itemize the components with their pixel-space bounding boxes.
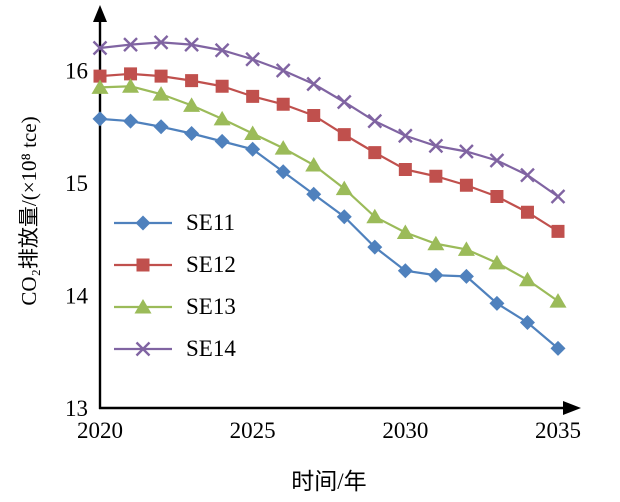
se12-line-marker-icon xyxy=(114,258,172,272)
y-axis-title: CO₂排放量/(×10⁸ tce) xyxy=(17,116,41,306)
svg-text:14: 14 xyxy=(65,284,89,309)
legend-item-se12: SE12 xyxy=(112,244,236,286)
svg-text:2020: 2020 xyxy=(77,418,123,443)
se11-line-marker-icon xyxy=(114,215,172,231)
legend-item-se14: SE14 xyxy=(112,328,236,370)
svg-text:15: 15 xyxy=(65,171,88,196)
legend-label-se14: SE14 xyxy=(186,336,236,361)
legend-label-se12: SE12 xyxy=(186,252,236,277)
x-axis-title: 时间/年 xyxy=(291,469,367,494)
chart-legend: SE11 SE12 SE13 SE14 xyxy=(112,202,236,370)
svg-text:2025: 2025 xyxy=(230,418,276,443)
se14-line-marker-icon xyxy=(114,341,172,357)
svg-text:2030: 2030 xyxy=(382,418,428,443)
se13-line-marker-icon xyxy=(114,299,172,314)
svg-text:2035: 2035 xyxy=(535,418,581,443)
svg-text:16: 16 xyxy=(65,59,88,84)
legend-item-se13: SE13 xyxy=(112,286,236,328)
legend-label-se11: SE11 xyxy=(186,210,235,235)
legend-item-se11: SE11 xyxy=(112,202,236,244)
legend-label-se13: SE13 xyxy=(186,294,236,319)
svg-text:13: 13 xyxy=(65,396,88,421)
